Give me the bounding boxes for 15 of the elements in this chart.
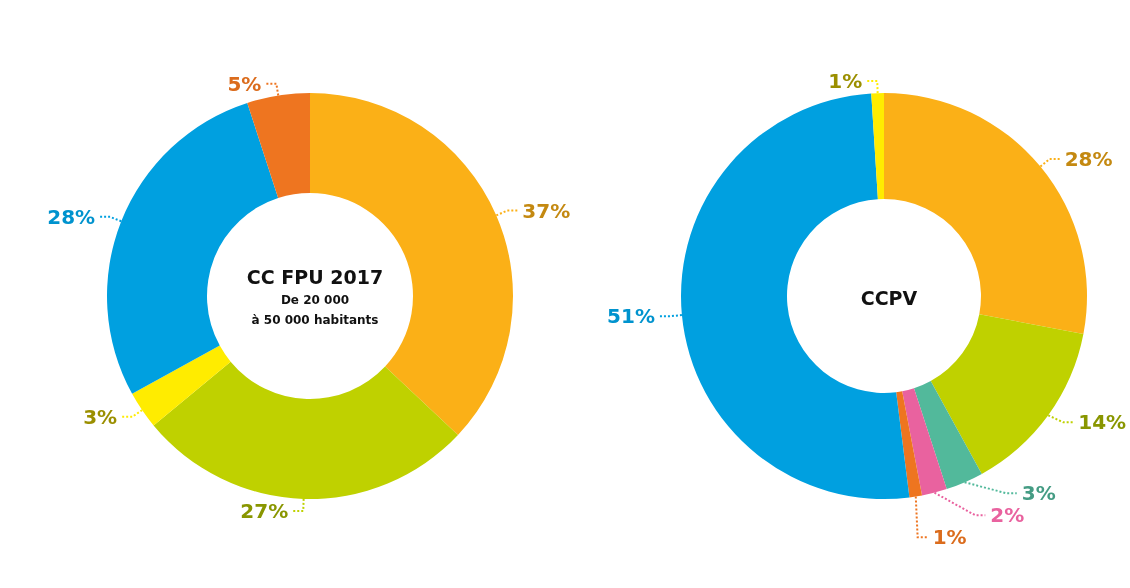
- data-label: 51%: [607, 304, 655, 329]
- data-label: 27%: [240, 498, 289, 523]
- text: CCPV: [860, 286, 918, 309]
- data-label: 5%: [227, 71, 262, 96]
- data-label: 3%: [1021, 481, 1056, 506]
- data-label: 2%: [990, 503, 1025, 528]
- text: De 20 000 à 50 000 habitants: [251, 293, 379, 327]
- data-label: 3%: [83, 404, 118, 429]
- data-label: 14%: [1078, 410, 1127, 435]
- data-label: 37%: [522, 198, 571, 223]
- data-label: 28%: [47, 204, 96, 229]
- text: CC FPU 2017: [246, 265, 384, 288]
- data-label: 1%: [828, 69, 863, 94]
- data-label: 1%: [932, 525, 967, 550]
- data-label: 28%: [1064, 146, 1113, 171]
